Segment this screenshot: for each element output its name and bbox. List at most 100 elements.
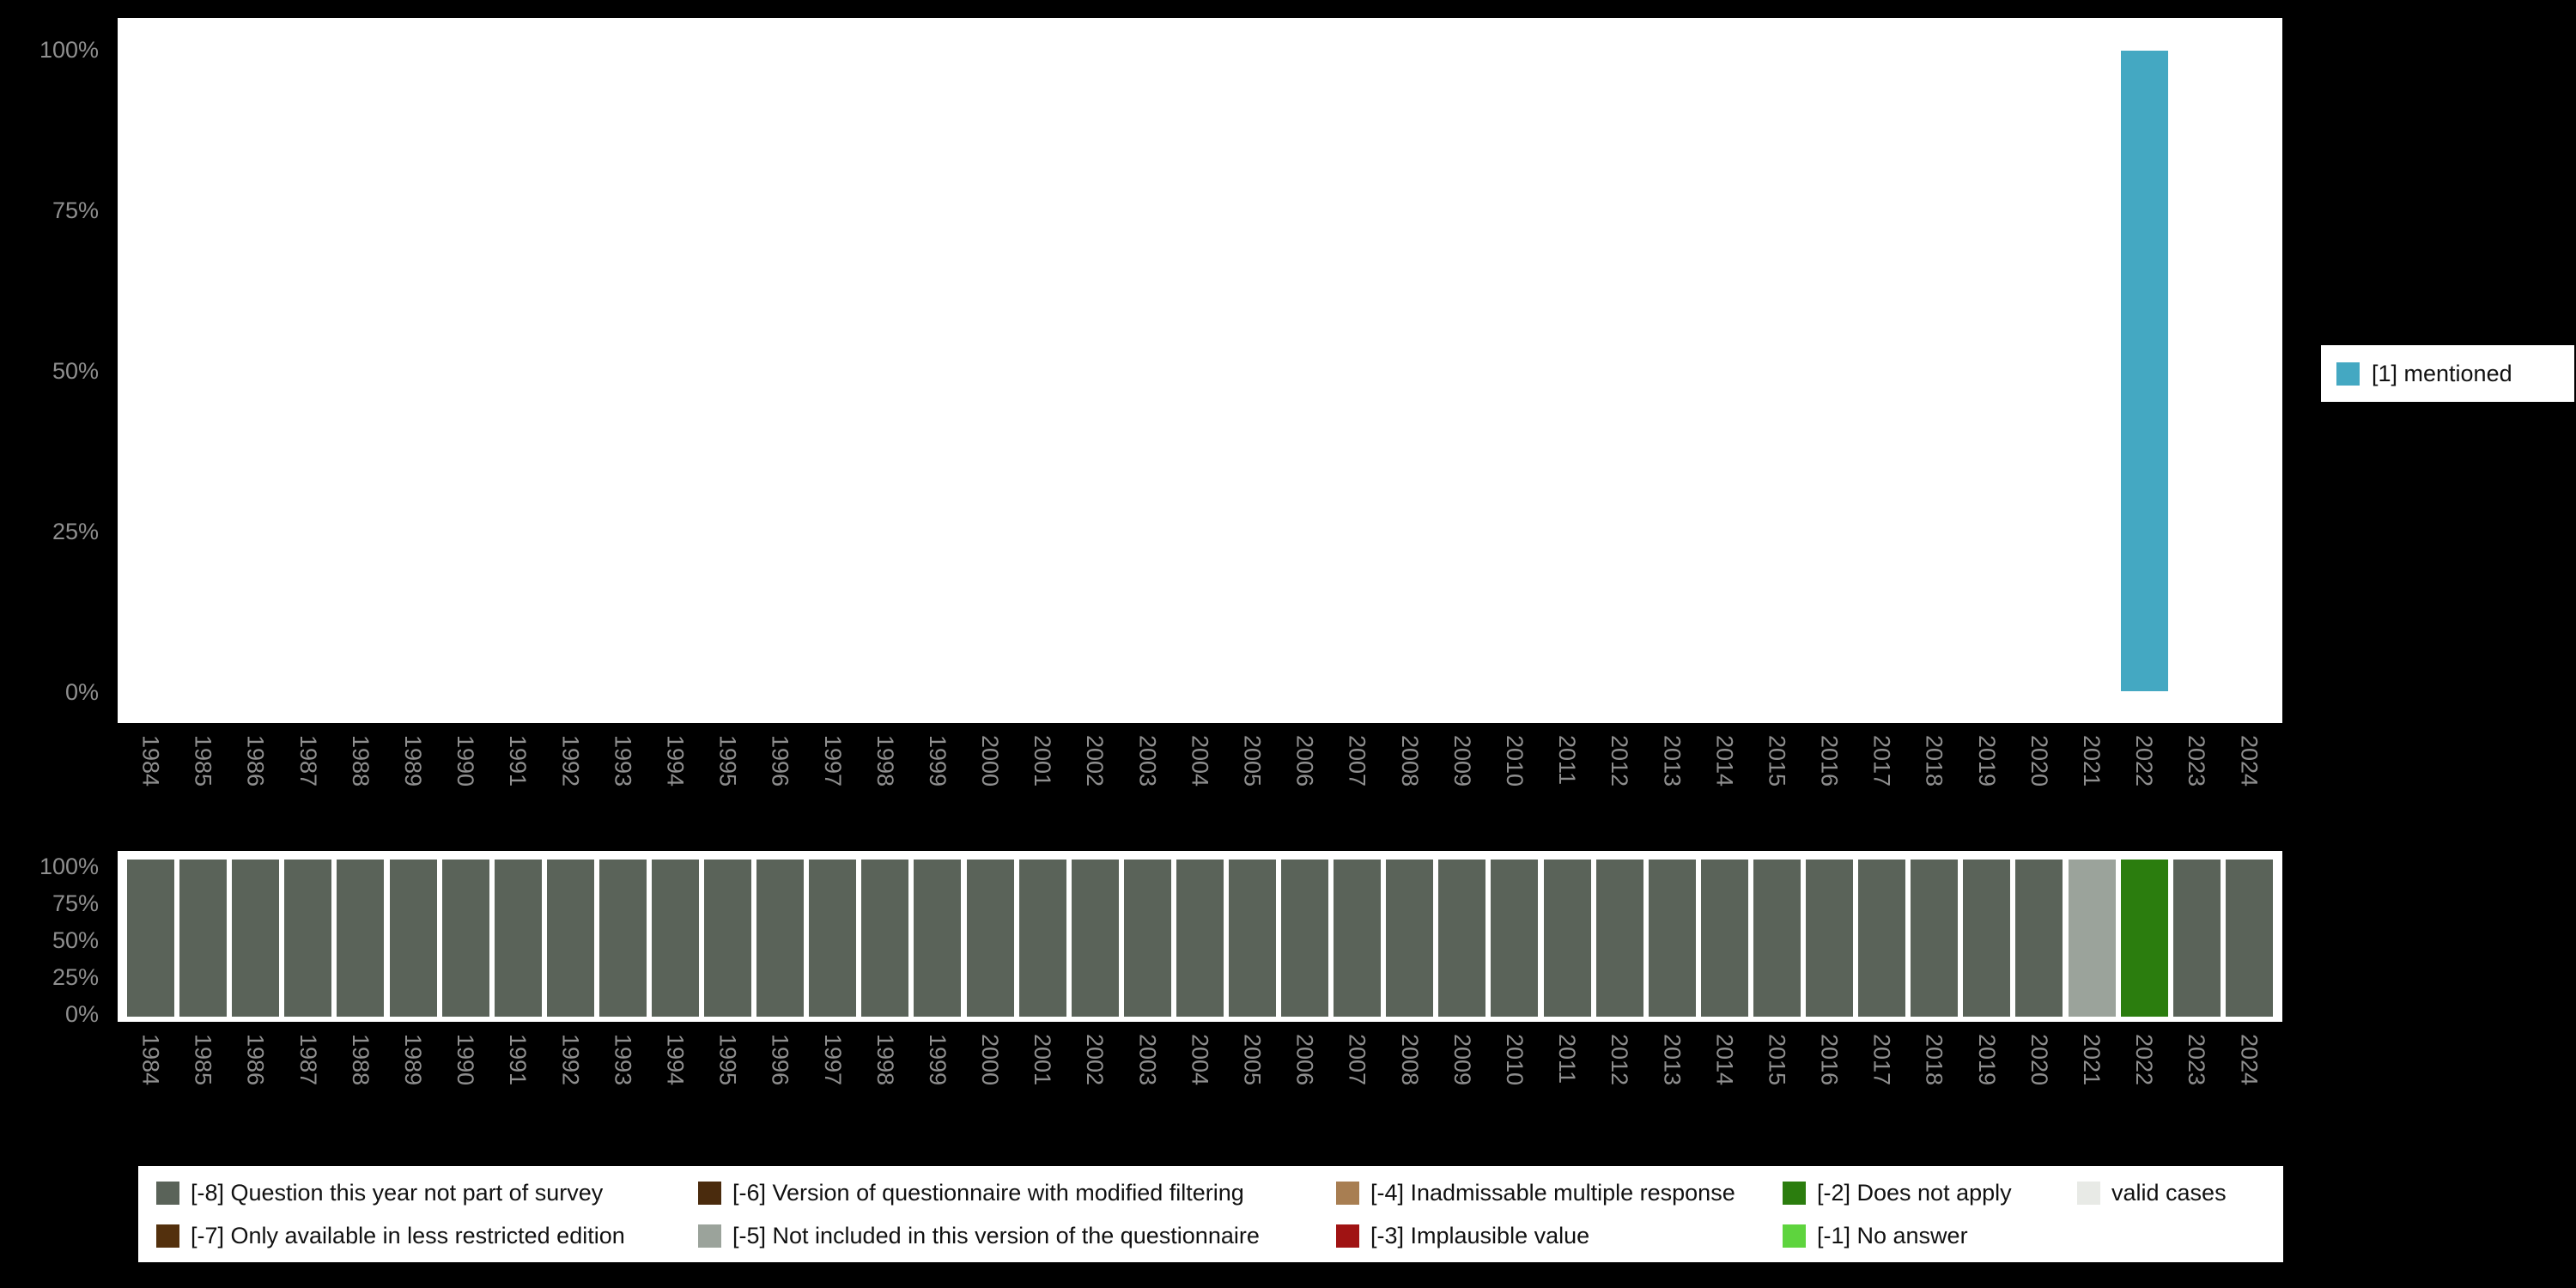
x-tick: 2017 xyxy=(1856,735,1908,834)
legend-swatch xyxy=(1336,1224,1359,1248)
x-tick: 2008 xyxy=(1383,1034,1436,1133)
x-tick: 1996 xyxy=(754,1034,806,1133)
bar-slot xyxy=(1331,51,1383,691)
bar-slot xyxy=(282,860,334,1017)
bar-slot xyxy=(702,860,754,1017)
x-tick-label: 1988 xyxy=(347,735,374,787)
bar-2000 xyxy=(966,860,1014,1017)
x-tick-label: 2010 xyxy=(1501,735,1528,787)
x-tick: 2011 xyxy=(1541,1034,1594,1133)
x-tick-label: 2023 xyxy=(2184,735,2210,787)
bar-slot xyxy=(1960,860,2013,1017)
bar-slot xyxy=(1017,51,1069,691)
x-tick: 1996 xyxy=(754,735,806,834)
x-tick-label: 2017 xyxy=(1868,735,1895,787)
x-tick: 2000 xyxy=(964,735,1017,834)
x-tick-label: 2014 xyxy=(1711,735,1738,787)
x-tick: 1986 xyxy=(229,735,282,834)
bar-slot xyxy=(1594,860,1646,1017)
bar-slot xyxy=(806,51,859,691)
legend-item-label: [-4] Inadmissable multiple response xyxy=(1370,1179,1735,1206)
bar-2014 xyxy=(1700,860,1748,1017)
x-tick: 1994 xyxy=(649,735,702,834)
x-tick-label: 1991 xyxy=(505,735,532,787)
x-tick: 2023 xyxy=(2171,735,2223,834)
y-tick-label: 25% xyxy=(52,964,99,990)
bar-slot xyxy=(1069,860,1121,1017)
bar-2023 xyxy=(2172,860,2221,1017)
x-tick-label: 1994 xyxy=(662,1034,689,1086)
bar-2007 xyxy=(1334,860,1382,1017)
bar-slot xyxy=(2065,860,2117,1017)
x-tick-label: 2012 xyxy=(1607,1034,1633,1086)
bar-slot xyxy=(911,51,963,691)
x-tick: 2002 xyxy=(1069,735,1121,834)
x-tick: 1992 xyxy=(544,735,597,834)
legend-item: [-8] Question this year not part of surv… xyxy=(156,1172,698,1213)
x-tick: 2010 xyxy=(1488,1034,1540,1133)
x-tick: 2015 xyxy=(1751,1034,1803,1133)
x-tick-label: 2010 xyxy=(1501,1034,1528,1086)
x-tick: 1995 xyxy=(702,1034,754,1133)
legend-swatch xyxy=(1783,1181,1806,1205)
legend-item: [-6] Version of questionnaire with modif… xyxy=(698,1172,1336,1213)
x-tick: 2019 xyxy=(1960,735,2013,834)
bar-slot xyxy=(1698,860,1751,1017)
x-tick: 2014 xyxy=(1698,1034,1751,1133)
x-tick: 2016 xyxy=(1803,735,1856,834)
bar-2005 xyxy=(1229,860,1276,1017)
bar-1985 xyxy=(179,860,228,1017)
x-tick-label: 2016 xyxy=(1816,1034,1843,1086)
bar-slot xyxy=(2118,51,2171,691)
x-tick-label: 1998 xyxy=(872,1034,898,1086)
x-tick: 1989 xyxy=(386,1034,439,1133)
x-tick-label: 2008 xyxy=(1396,1034,1423,1086)
x-tick: 2007 xyxy=(1331,735,1383,834)
bar-slot xyxy=(1436,51,1488,691)
legend-swatch xyxy=(2077,1181,2100,1205)
y-tick-label: 50% xyxy=(52,927,99,953)
bar-slot xyxy=(1908,51,1960,691)
bar-slot xyxy=(1960,51,2013,691)
bar-slot xyxy=(1279,860,1331,1017)
legend-item: [-5] Not included in this version of the… xyxy=(698,1215,1336,1256)
x-tick: 2012 xyxy=(1594,1034,1646,1133)
bar-slot xyxy=(649,51,702,691)
bar-slot xyxy=(2013,860,2065,1017)
bar-slot xyxy=(1803,51,1856,691)
y-tick-label: 50% xyxy=(52,358,99,384)
x-tick-label: 2004 xyxy=(1187,735,1213,787)
bar-slot xyxy=(1279,51,1331,691)
x-tick: 2005 xyxy=(1226,1034,1279,1133)
bar-slot xyxy=(1488,51,1540,691)
bar-slot xyxy=(492,51,544,691)
bar-2022 xyxy=(2120,860,2168,1017)
bar-slot xyxy=(440,51,492,691)
bar-slot xyxy=(334,51,386,691)
x-tick: 2002 xyxy=(1069,1034,1121,1133)
x-tick-label: 2020 xyxy=(2026,1034,2052,1086)
x-tick: 2000 xyxy=(964,1034,1017,1133)
bar-slot xyxy=(544,51,597,691)
x-tick-label: 1997 xyxy=(819,1034,846,1086)
bar-2002 xyxy=(1071,860,1119,1017)
x-tick-label: 2007 xyxy=(1344,735,1370,787)
x-tick-label: 2007 xyxy=(1344,1034,1370,1086)
x-tick-label: 2017 xyxy=(1868,1034,1895,1086)
bar-slot xyxy=(1226,860,1279,1017)
bar-slot xyxy=(1541,51,1594,691)
x-tick: 1987 xyxy=(282,735,334,834)
bar-2004 xyxy=(1176,860,1224,1017)
bar-2024 xyxy=(2225,860,2273,1017)
bar-1990 xyxy=(441,860,489,1017)
x-tick-label: 1984 xyxy=(137,1034,164,1086)
x-tick-label: 2015 xyxy=(1764,1034,1790,1086)
x-tick-label: 1984 xyxy=(137,735,164,787)
y-tick-label: 100% xyxy=(39,854,99,879)
x-tick-label: 1997 xyxy=(819,735,846,787)
missing-values-chart-y-axis: 100% 75% 50% 25% 0% xyxy=(0,854,109,1027)
x-tick: 2008 xyxy=(1383,735,1436,834)
x-tick-label: 1986 xyxy=(242,1034,269,1086)
x-tick-label: 2021 xyxy=(2079,1034,2105,1086)
bar-slot xyxy=(1174,860,1226,1017)
